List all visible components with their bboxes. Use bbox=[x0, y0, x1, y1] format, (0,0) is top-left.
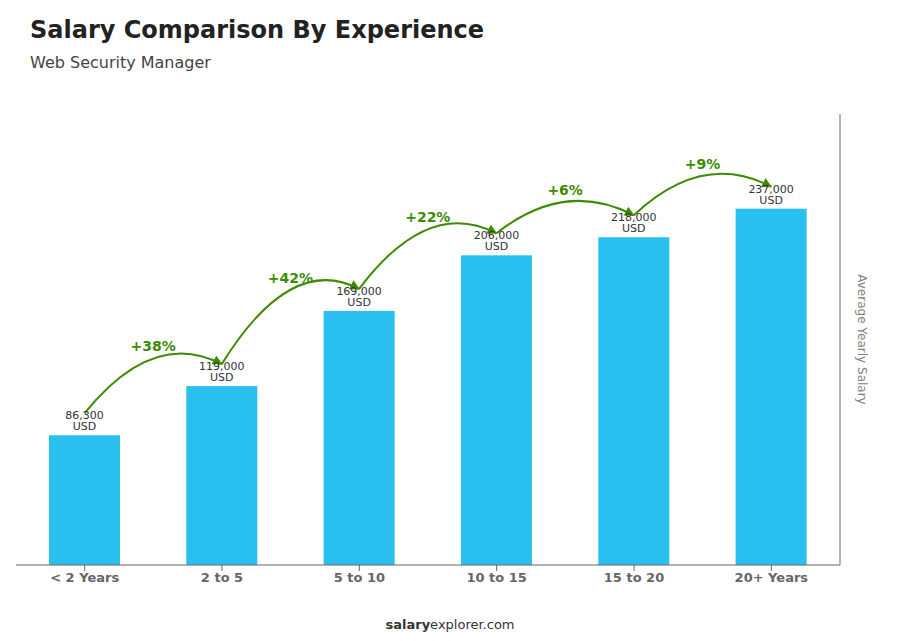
svg-text:Average Yearly Salary: Average Yearly Salary bbox=[855, 274, 869, 404]
html-text:salary explorer.com: salary explorer.com bbox=[385, 617, 515, 632]
html-text:Web Security Manager: Web Security Manager bbox=[30, 53, 211, 72]
svg-text:237,000USD: 237,000USD bbox=[748, 183, 794, 207]
svg-text:+42%: +42% bbox=[268, 270, 313, 286]
html-text:Salary Comparison By Experienc: Salary Comparison By Experience bbox=[30, 16, 485, 44]
svg-text:218,000USD: 218,000USD bbox=[611, 211, 657, 235]
svg-text:169,000USD: 169,000USD bbox=[336, 285, 382, 309]
svg-text:5 to 10: 5 to 10 bbox=[334, 570, 385, 585]
svg-text:10 to 15: 10 to 15 bbox=[466, 570, 526, 585]
svg-text:+38%: +38% bbox=[131, 338, 176, 354]
svg-text:15 to 20: 15 to 20 bbox=[604, 570, 664, 585]
svg-text:+9%: +9% bbox=[685, 156, 721, 172]
svg-text:119,000USD: 119,000USD bbox=[199, 360, 245, 384]
svg-text:+6%: +6% bbox=[547, 182, 583, 198]
svg-text:206,000USD: 206,000USD bbox=[474, 229, 520, 253]
svg-text:20+ Years: 20+ Years bbox=[735, 570, 809, 585]
svg-text:< 2 Years: < 2 Years bbox=[50, 570, 119, 585]
svg-text:86,300USD: 86,300USD bbox=[65, 409, 104, 433]
svg-text:2 to 5: 2 to 5 bbox=[201, 570, 243, 585]
svg-text:+22%: +22% bbox=[405, 209, 450, 225]
